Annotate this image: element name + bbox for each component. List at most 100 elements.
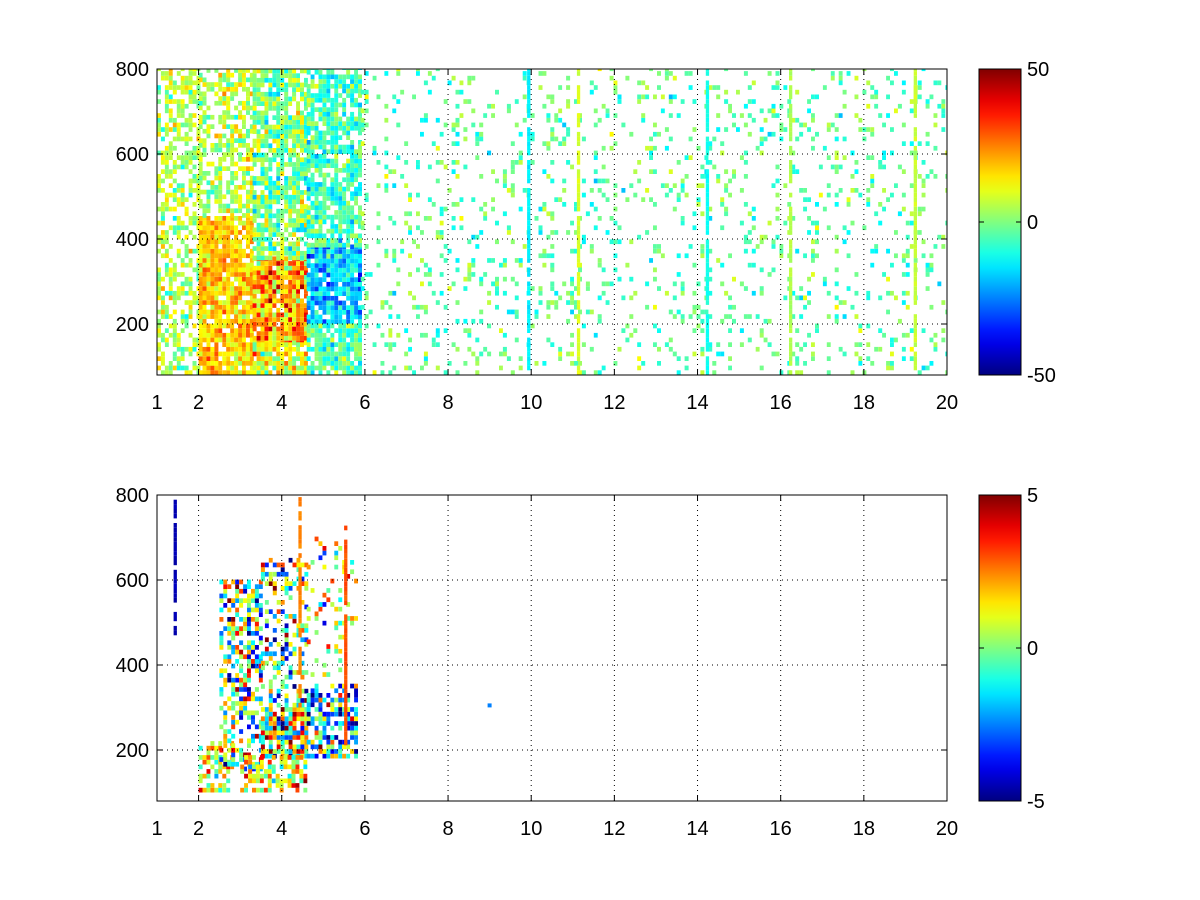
- heatmap-cell: [330, 233, 335, 239]
- heatmap-cell: [288, 581, 293, 586]
- heatmap-cell: [846, 230, 851, 235]
- heatmap-cell: [330, 83, 335, 89]
- heatmap-cell: [258, 607, 263, 613]
- colorbar-tick-label: 0: [1027, 212, 1038, 234]
- heatmap-cell: [176, 295, 181, 301]
- heatmap-cell: [172, 197, 177, 202]
- heatmap-cell: [157, 69, 161, 72]
- heatmap-cell: [198, 119, 203, 125]
- heatmap-cell: [280, 120, 285, 125]
- heatmap-cell: [238, 351, 243, 357]
- heatmap-cell: [834, 267, 839, 273]
- heatmap-cell: [284, 96, 289, 102]
- heatmap-cell: [660, 94, 665, 100]
- heatmap-cell: [288, 185, 293, 191]
- heatmap-cell: [239, 579, 244, 585]
- heatmap-cell: [210, 309, 215, 315]
- heatmap-cell: [300, 335, 304, 341]
- heatmap-cell: [256, 365, 261, 371]
- heatmap-cell: [264, 208, 269, 214]
- heatmap-cell: [260, 356, 265, 361]
- heatmap-cell: [268, 166, 273, 172]
- heatmap-cell: [296, 236, 300, 242]
- heatmap-cell: [235, 612, 240, 617]
- heatmap-stripe-cell: [913, 351, 917, 357]
- heatmap-cell: [455, 267, 460, 273]
- heatmap-cell: [284, 586, 289, 591]
- heatmap-cell: [180, 272, 185, 277]
- heatmap-cell: [280, 190, 285, 195]
- heatmap-cell: [420, 365, 424, 371]
- heatmap-cell: [288, 82, 293, 88]
- heatmap-stripe-cell: [913, 211, 917, 217]
- heatmap-cell: [838, 71, 843, 76]
- heatmap-cell: [346, 281, 351, 287]
- heatmap-cell: [310, 697, 315, 703]
- heatmap-cell: [292, 171, 297, 177]
- heatmap-cell: [214, 286, 219, 291]
- heatmap-cell: [157, 178, 161, 184]
- heatmap-cell: [747, 230, 752, 235]
- heatmap-cell: [364, 89, 369, 95]
- heatmap-cell: [306, 356, 311, 361]
- heatmap-cell: [176, 131, 181, 137]
- heatmap-cell: [180, 183, 185, 188]
- heatmap-cell: [268, 289, 273, 294]
- heatmap-cell: [258, 719, 263, 725]
- heatmap-cell: [164, 108, 169, 114]
- heatmap-cell: [601, 365, 606, 371]
- heatmap-cell: [358, 314, 362, 320]
- heatmap-cell: [296, 222, 300, 228]
- heatmap-cell: [518, 365, 523, 371]
- heatmap-cell: [314, 219, 319, 225]
- heatmap-cell: [263, 787, 268, 793]
- heatmap-cell: [164, 94, 169, 100]
- heatmap-cell: [252, 270, 257, 276]
- heatmap-cell: [210, 323, 215, 329]
- heatmap-cell: [306, 121, 311, 126]
- heatmap-cell: [198, 105, 203, 111]
- heatmap-cell: [198, 290, 203, 296]
- x-tick-label: 8: [442, 392, 453, 414]
- heatmap-cell: [251, 593, 255, 599]
- heatmap-cell: [499, 351, 503, 357]
- heatmap-cell: [218, 351, 223, 357]
- heatmap-cell: [354, 125, 358, 131]
- heatmap-cell: [330, 281, 335, 287]
- heatmap-cell: [304, 361, 308, 366]
- heatmap-cell: [617, 276, 622, 282]
- heatmap-cell: [202, 262, 207, 268]
- heatmap-cell: [905, 304, 910, 310]
- heatmap-cell: [431, 202, 436, 207]
- heatmap-cell: [288, 614, 293, 619]
- heatmap-cell: [234, 171, 239, 176]
- heatmap-cell: [310, 693, 315, 698]
- heatmap-cell: [326, 310, 331, 315]
- heatmap-cell: [283, 764, 288, 770]
- heatmap-cell: [550, 127, 555, 132]
- heatmap-cell: [272, 148, 277, 153]
- heatmap-cell: [668, 113, 673, 118]
- heatmap-cell: [870, 183, 875, 188]
- heatmap-cell: [775, 351, 780, 357]
- heatmap-cell: [300, 356, 304, 361]
- heatmap-cell: [239, 663, 244, 669]
- heatmap-cell: [284, 162, 289, 167]
- heatmap-cell: [218, 114, 223, 120]
- heatmap-cell: [431, 141, 436, 146]
- heatmap-cell: [276, 279, 281, 285]
- heatmap-cell: [160, 239, 165, 245]
- heatmap-cell: [866, 342, 871, 347]
- heatmap-cell: [550, 211, 555, 217]
- heatmap-cell: [188, 216, 193, 221]
- heatmap-cell: [280, 152, 285, 158]
- heatmap-cell: [264, 293, 269, 299]
- heatmap-cell: [350, 337, 355, 343]
- heatmap-cell: [256, 312, 261, 318]
- heatmap-stripe-cell: [789, 314, 793, 319]
- heatmap-cell: [330, 310, 335, 315]
- heatmap-cell: [917, 94, 922, 100]
- heatmap-cell: [231, 682, 236, 688]
- heatmap-cell: [238, 295, 243, 301]
- heatmap-cell: [728, 314, 732, 319]
